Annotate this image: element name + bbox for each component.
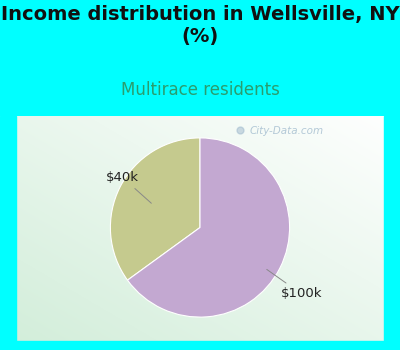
Text: $40k: $40k <box>106 171 151 203</box>
Wedge shape <box>128 138 290 317</box>
Bar <box>0 116 16 350</box>
Text: Income distribution in Wellsville, NY
(%): Income distribution in Wellsville, NY (%… <box>1 5 399 46</box>
Text: City-Data.com: City-Data.com <box>249 126 324 136</box>
Wedge shape <box>110 138 200 280</box>
Bar <box>384 116 400 350</box>
Text: $100k: $100k <box>267 270 322 300</box>
Text: Multirace residents: Multirace residents <box>120 81 280 99</box>
Bar <box>0 341 400 350</box>
